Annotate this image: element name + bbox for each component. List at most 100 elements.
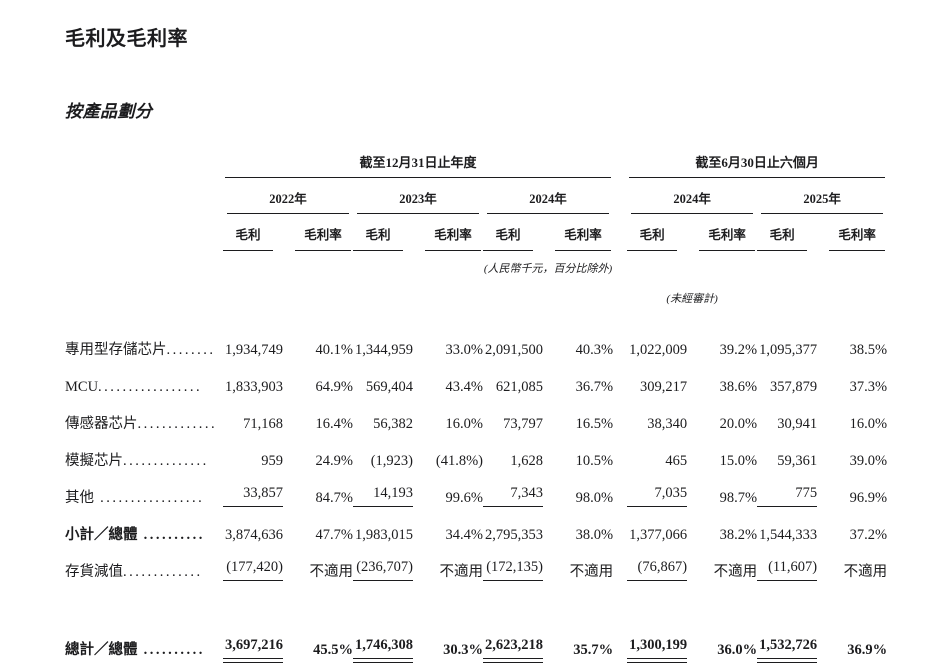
cell-gross-profit: 2,623,218 <box>483 581 543 663</box>
cell-gross-margin: 37.2% <box>849 527 888 543</box>
cell-gross-profit: (236,707) <box>353 544 413 581</box>
units-note-row: (人民幣千元，百分比除外) <box>65 251 887 276</box>
cell-gross-margin: 34.4% <box>445 527 483 543</box>
gross-profit-table: 截至12月31日止年度 截至6月30日止六個月 2022年 2023年 2024… <box>65 152 888 663</box>
cell-gross-profit: 1,934,749 <box>225 342 283 358</box>
cell-gross-profit: 1,022,009 <box>629 342 688 358</box>
cell-gross-margin: 43.4% <box>445 379 483 395</box>
col-header-margin: 毛利率 <box>413 214 483 251</box>
cell-gross-profit: 621,085 <box>495 379 543 395</box>
cell-gross-margin: 10.5% <box>575 453 614 469</box>
row-label-leader: ............. <box>123 564 203 580</box>
cell-gross-profit: 1,833,903 <box>225 379 283 395</box>
group-header-interim: 截至6月30日止六個月 <box>627 152 887 178</box>
row-label-text: 傳感器芯片 <box>65 416 138 432</box>
cell-gross-profit: 1,746,308 <box>353 581 413 663</box>
cell-gross-margin: 不適用 <box>843 564 888 580</box>
row-label-text: 存貨減值 <box>65 564 123 580</box>
cell-gross-margin: 36.9% <box>847 642 888 658</box>
row-label-leader: .......... <box>137 527 205 543</box>
col-header-margin: 毛利率 <box>687 214 757 251</box>
cell-gross-margin: 30.3% <box>443 642 483 658</box>
cell-gross-profit: 465 <box>665 453 688 469</box>
table-row: 小計／總體 .......... 3,874,636 47.7% 1,983,015 3… <box>65 507 887 544</box>
group-header-annual: 截至12月31日止年度 <box>223 152 613 178</box>
row-label-text: 模擬芯片 <box>65 453 123 469</box>
cell-gross-margin: 35.7% <box>573 642 614 658</box>
cell-gross-profit: 56,382 <box>373 416 413 432</box>
cell-gross-margin: 15.0% <box>719 453 758 469</box>
year-header-2022: 2022年 <box>223 178 353 214</box>
cell-gross-margin: 16.0% <box>849 416 888 432</box>
col-header-margin: 毛利率 <box>543 214 613 251</box>
cell-gross-margin: 40.1% <box>315 342 353 358</box>
cell-gross-margin: 36.7% <box>575 379 614 395</box>
unaudited-note: (未經審計) <box>666 293 718 305</box>
cell-gross-profit: 1,300,199 <box>627 581 688 663</box>
cell-gross-profit: 33,857 <box>223 470 283 507</box>
row-label: MCU................. <box>65 359 223 396</box>
units-note: (人民幣千元，百分比除外) <box>483 263 613 275</box>
row-label: 傳感器芯片............. <box>65 396 223 433</box>
cell-gross-margin: (41.8%) <box>435 453 483 469</box>
cell-gross-profit: 1,983,015 <box>355 527 413 543</box>
cell-gross-profit: 1,628 <box>510 453 543 469</box>
page-subtitle: 按產品劃分 <box>65 102 153 121</box>
cell-gross-profit: (11,607) <box>757 544 818 581</box>
cell-gross-profit: 309,217 <box>639 379 688 395</box>
cell-gross-margin: 20.0% <box>719 416 758 432</box>
cell-gross-margin: 47.7% <box>315 527 353 543</box>
cell-gross-profit: (1,923) <box>370 453 413 469</box>
column-header-row: 毛利 毛利率 毛利 毛利率 毛利 毛利率 毛利 毛利率 毛利 毛利率 <box>65 214 887 251</box>
cell-gross-profit: 30,941 <box>777 416 818 432</box>
col-header-profit: 毛利 <box>483 214 543 251</box>
cell-gross-margin: 16.5% <box>575 416 614 432</box>
cell-gross-margin: 98.0% <box>575 490 614 506</box>
unaudited-note-row: (未經審計) <box>65 276 887 306</box>
col-header-margin: 毛利率 <box>817 214 887 251</box>
cell-gross-margin: 16.4% <box>315 416 353 432</box>
col-header-profit: 毛利 <box>353 214 413 251</box>
cell-gross-margin: 96.9% <box>849 490 888 506</box>
row-label: 總計／總體 .......... <box>65 581 223 659</box>
col-header-profit: 毛利 <box>757 214 817 251</box>
group-header-annual-label: 截至12月31日止年度 <box>225 152 612 178</box>
cell-gross-profit: 38,340 <box>647 416 688 432</box>
year-header-2024-interim: 2024年 <box>627 178 757 214</box>
year-header-2024: 2024年 <box>483 178 613 214</box>
row-label-leader: .............. <box>123 453 209 469</box>
page-title: 毛利及毛利率 <box>65 28 188 50</box>
cell-gross-profit: 2,795,353 <box>485 527 543 543</box>
row-label-leader: ................. <box>94 490 205 506</box>
cell-gross-profit: 71,168 <box>243 416 283 432</box>
cell-gross-margin: 不適用 <box>439 564 484 580</box>
cell-gross-margin: 38.0% <box>575 527 614 543</box>
cell-gross-profit: 569,404 <box>365 379 413 395</box>
table-row: 其他 ................. 33,857 84.7% 14,193 99.… <box>65 470 887 507</box>
cell-gross-margin: 40.3% <box>575 342 614 358</box>
cell-gross-profit: 1,544,333 <box>759 527 818 543</box>
cell-gross-profit: 73,797 <box>503 416 543 432</box>
cell-gross-profit: 1,344,959 <box>355 342 413 358</box>
cell-gross-profit: 7,343 <box>483 470 543 507</box>
cell-gross-margin: 39.2% <box>719 342 758 358</box>
cell-gross-profit: 2,091,500 <box>485 342 543 358</box>
cell-gross-profit: 3,697,216 <box>223 581 283 663</box>
cell-gross-profit: 59,361 <box>777 453 818 469</box>
cell-gross-margin: 33.0% <box>445 342 483 358</box>
row-label: 小計／總體 .......... <box>65 507 223 544</box>
cell-gross-profit: (76,867) <box>627 544 688 581</box>
cell-gross-profit: (172,135) <box>483 544 543 581</box>
cell-gross-profit: 7,035 <box>627 470 688 507</box>
cell-gross-profit: 775 <box>757 470 818 507</box>
col-header-margin: 毛利率 <box>283 214 353 251</box>
row-label-text: 其他 <box>65 490 94 506</box>
cell-gross-profit: 959 <box>261 453 283 469</box>
row-label-leader: .......... <box>137 642 205 658</box>
col-header-profit: 毛利 <box>223 214 283 251</box>
cell-gross-profit: 357,879 <box>769 379 818 395</box>
row-label: 其他 ................. <box>65 470 223 507</box>
group-header-interim-label: 截至6月30日止六個月 <box>629 152 886 178</box>
year-header-2025-interim: 2025年 <box>757 178 887 214</box>
